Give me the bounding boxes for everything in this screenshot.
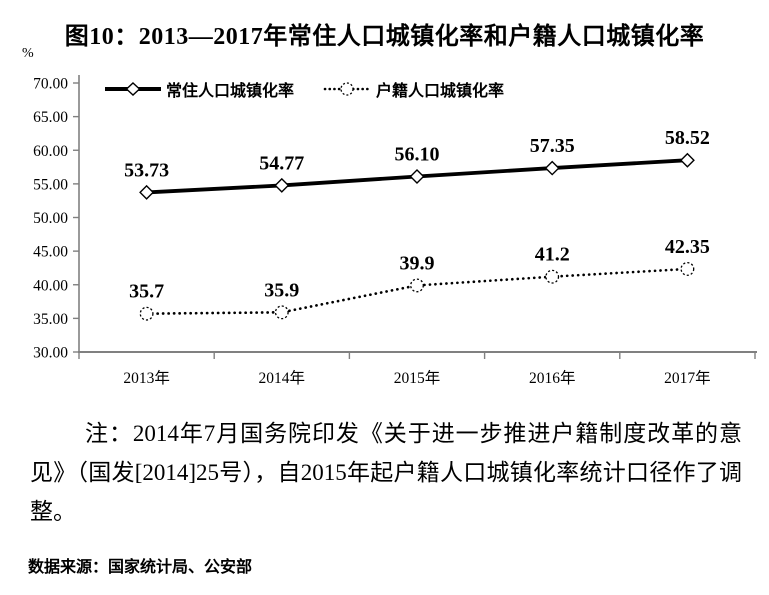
data-point-label: 56.10 [395, 143, 440, 165]
chart-title: 图10：2013—2017年常住人口城镇化率和户籍人口城镇化率 [64, 24, 705, 50]
diamond-marker [679, 152, 695, 168]
circle-marker [274, 305, 289, 320]
y-tick-label: 55.00 [33, 176, 68, 193]
x-tick-label: 2014年 [259, 369, 306, 387]
data-point-label: 54.77 [259, 152, 304, 174]
figure-note: 注：2014年7月国务院印发《关于进一步推进户籍制度改革的意见》（国发[2014… [30, 421, 742, 524]
data-point-label: 57.35 [530, 135, 575, 157]
y-tick-label: 30.00 [33, 345, 68, 362]
diamond-marker [544, 160, 560, 176]
data-point-label: 35.7 [129, 281, 164, 303]
dotted-line-circle-marker-icon [323, 82, 371, 96]
diamond-marker [409, 168, 425, 184]
legend-label-permanent-residents: 常住人口城镇化率 [166, 83, 295, 100]
circle-marker [545, 269, 560, 284]
chart-legend: 常住人口城镇化率 户籍人口城镇化率 [104, 77, 504, 101]
legend-item-permanent-residents: 常住人口城镇化率 [104, 77, 294, 101]
y-tick-label: 50.00 [33, 210, 68, 227]
y-tick-label: 70.00 [33, 76, 68, 93]
legend-item-registered-household: 户籍人口城镇化率 [322, 77, 504, 101]
data-point-label: 41.2 [535, 244, 570, 266]
solid-line-diamond-marker-icon [105, 82, 161, 96]
y-tick-label: 60.00 [33, 143, 68, 160]
legend-label-registered-household: 户籍人口城镇化率 [376, 83, 505, 100]
diamond-marker [274, 177, 290, 193]
line-chart: 30.00 35.00 40.00 45.00 50.00 55.00 60.00 65.00… [33, 75, 757, 387]
y-tick-label: 35.00 [33, 311, 68, 328]
circle-marker [680, 261, 695, 276]
x-tick-label: 2013年 [123, 369, 170, 387]
y-tick-label: 65.00 [33, 109, 68, 126]
x-tick-label: 2016年 [529, 369, 576, 387]
y-axis-unit-label: % [22, 46, 34, 61]
data-point-label: 58.52 [665, 127, 710, 149]
diamond-marker [139, 184, 155, 200]
data-point-label: 39.9 [400, 252, 435, 274]
y-tick-label: 40.00 [33, 277, 68, 294]
data-point-label: 42.35 [665, 236, 710, 258]
data-point-label: 35.9 [264, 279, 299, 301]
data-point-label: 53.73 [124, 159, 169, 181]
x-tick-label: 2017年 [664, 369, 711, 387]
y-tick-label: 45.00 [33, 244, 68, 261]
data-source: 数据来源：国家统计局、公安部 [28, 559, 253, 576]
circle-marker [410, 278, 424, 293]
x-tick-label: 2015年 [394, 369, 441, 387]
circle-marker [139, 306, 154, 321]
